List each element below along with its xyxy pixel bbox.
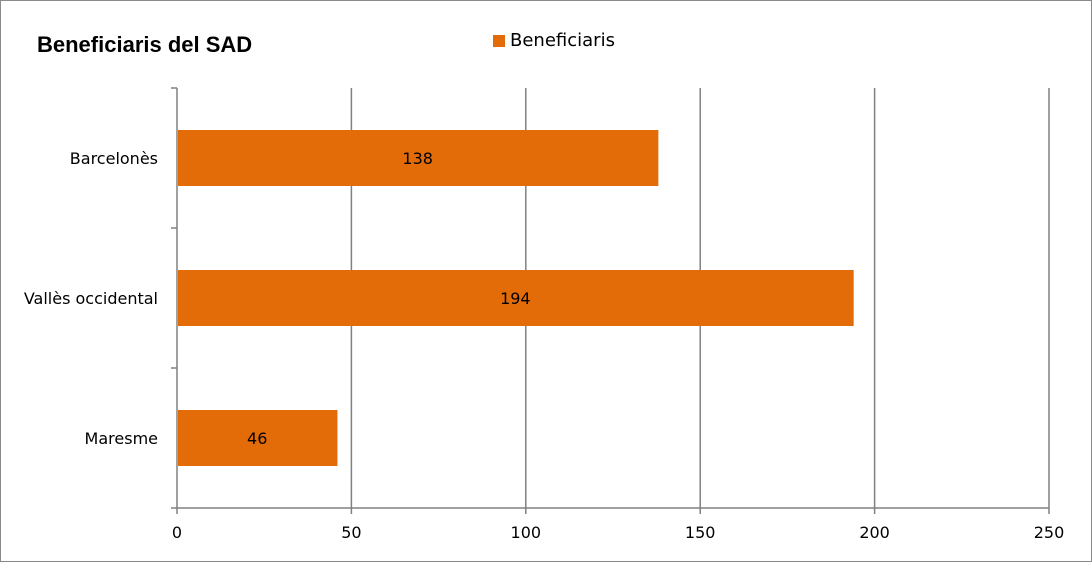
x-tick-label: 150 (685, 523, 716, 542)
data-label: 138 (402, 149, 433, 168)
data-label: 46 (247, 429, 267, 448)
legend: Beneficiaris (493, 30, 615, 51)
category-label: Barcelonès (70, 149, 158, 168)
chart-title: Beneficiaris del SAD (37, 32, 253, 57)
bar (178, 270, 854, 326)
x-tick-label: 50 (341, 523, 361, 542)
category-label: Maresme (85, 429, 158, 448)
bar (178, 130, 659, 186)
legend-swatch (493, 34, 505, 47)
x-tick-label: 250 (1034, 523, 1065, 542)
legend-label: Beneficiaris (510, 30, 615, 51)
bar (178, 410, 338, 466)
data-label: 194 (500, 289, 531, 308)
x-tick-label: 200 (859, 523, 890, 542)
category-label: Vallès occidental (24, 289, 158, 308)
x-tick-label: 0 (172, 523, 182, 542)
x-tick-label: 100 (511, 523, 542, 542)
